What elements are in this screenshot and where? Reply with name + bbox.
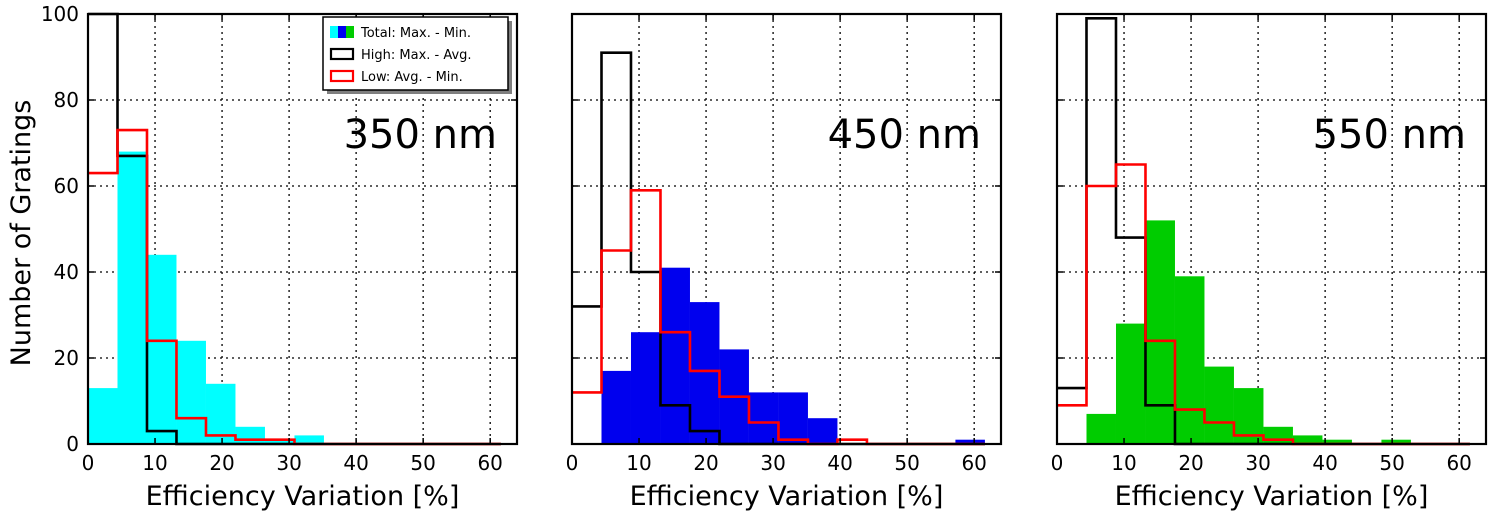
total-bar — [176, 340, 206, 444]
panel-wavelength-label: 350 nm — [344, 112, 497, 158]
total-bar — [630, 332, 661, 444]
total-bar — [778, 392, 808, 444]
y-tick-label: 80 — [54, 88, 79, 112]
total-bar — [264, 439, 295, 444]
total-bar — [235, 426, 265, 444]
total-bar — [1174, 276, 1205, 444]
x-tick-label: 30 — [1245, 451, 1270, 475]
x-tick-label: 20 — [209, 451, 234, 475]
legend-swatch-total — [346, 26, 354, 38]
x-tick-label: 50 — [410, 451, 435, 475]
x-tick-label: 50 — [894, 451, 919, 475]
legend-swatch-high — [329, 47, 355, 61]
x-tick-label: 20 — [1178, 451, 1203, 475]
x-tick-label: 50 — [1379, 451, 1404, 475]
x-tick-label: 10 — [142, 451, 167, 475]
total-bar — [748, 392, 779, 444]
x-axis-title: Efficiency Variation [%] — [1115, 481, 1429, 512]
legend-label-high: High: Max. - Avg. — [361, 48, 472, 63]
x-tick-label: 0 — [566, 451, 579, 475]
panel-2: 0 10 20 30 40 50 60 Efficiency Variation [%] 450… — [566, 12, 1003, 512]
legend-swatch-total — [330, 26, 338, 38]
total-bar — [955, 439, 985, 444]
plot-frame — [86, 12, 519, 446]
panel-wavelength-label: 450 nm — [828, 112, 981, 158]
total-bar — [601, 370, 631, 444]
total-bar — [294, 435, 324, 444]
total-bar — [117, 151, 147, 444]
legend-label-low: Low: Avg. - Min. — [361, 70, 463, 85]
x-tick-label: 0 — [82, 451, 95, 475]
x-tick-label: 10 — [626, 451, 651, 475]
total-bar — [1204, 366, 1234, 444]
total-bar — [1322, 439, 1352, 444]
x-axis-title: Efficiency Variation [%] — [146, 481, 460, 512]
y-tick-label: 100 — [41, 2, 79, 26]
legend-swatch-low — [329, 69, 355, 83]
panel-wavelength-label: 550 nm — [1313, 112, 1466, 158]
x-tick-label: 40 — [1312, 451, 1337, 475]
total-bar — [1086, 413, 1116, 444]
x-tick-label: 20 — [693, 451, 718, 475]
x-tick-label: 30 — [276, 451, 301, 475]
total-bar — [88, 388, 118, 444]
total-bar — [1292, 435, 1323, 444]
x-tick-label: 10 — [1111, 451, 1136, 475]
x-tick-label: 60 — [1446, 451, 1471, 475]
y-tick-label: 60 — [54, 174, 79, 198]
total-bar — [807, 418, 838, 444]
legend-swatch-total — [338, 26, 346, 38]
x-tick-label: 0 — [1051, 451, 1064, 475]
total-bar — [1145, 220, 1175, 444]
x-tick-label: 40 — [827, 451, 852, 475]
total-bar — [205, 383, 236, 444]
total-bar — [689, 302, 720, 444]
total-bar — [660, 267, 690, 444]
total-bar — [146, 254, 177, 444]
panel-1: 0 10 20 30 40 50 60 0 20 40 60 80 100 Efficiency Vari… — [41, 2, 519, 512]
total-bar — [1381, 439, 1411, 444]
x-tick-label: 30 — [760, 451, 785, 475]
total-bar — [1263, 426, 1293, 444]
x-tick-label: 60 — [477, 451, 502, 475]
legend-label-total: Total: Max. - Min. — [360, 26, 471, 41]
panel-3: 0 10 20 30 40 50 60 Efficiency Variation [%] 550… — [1051, 12, 1488, 512]
total-bar — [1115, 323, 1146, 444]
plot-frame — [570, 12, 1003, 446]
x-tick-label: 60 — [961, 451, 986, 475]
plot-frame — [1055, 12, 1488, 446]
y-tick-label: 40 — [54, 260, 79, 284]
y-tick-label: 20 — [54, 346, 79, 370]
y-axis-title: Number of Gratings — [6, 100, 37, 367]
x-tick-label: 40 — [343, 451, 368, 475]
y-tick-label: 0 — [66, 432, 79, 456]
x-axis-title: Efficiency Variation [%] — [630, 481, 944, 512]
